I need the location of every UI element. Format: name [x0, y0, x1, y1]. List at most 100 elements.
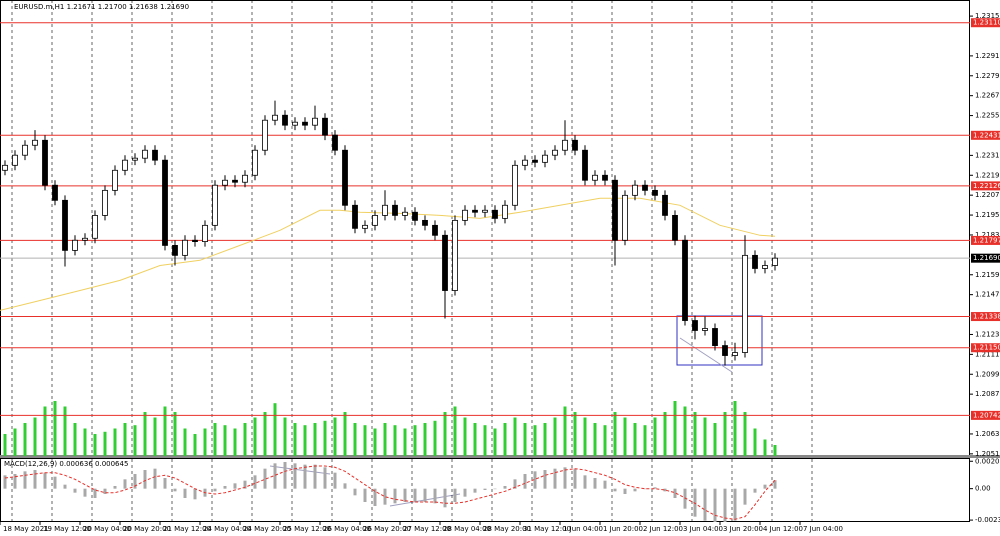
macd-bar: [683, 488, 687, 509]
macd-bar: [403, 488, 407, 502]
macd-bar: [773, 480, 777, 489]
macd-bar: [103, 488, 107, 494]
candle-body: [112, 169, 118, 191]
x-tick-label: 3 Jun 20:00: [723, 525, 763, 533]
volume-bar: [473, 423, 477, 456]
macd-bar: [563, 467, 567, 489]
volume-bar: [513, 417, 517, 456]
volume-bar: [3, 434, 7, 456]
current-price-label: 1.21690: [973, 254, 1000, 262]
macd-bar: [513, 479, 517, 489]
candle-body: [42, 139, 48, 186]
x-tick-label: 24 May 04:00: [203, 525, 251, 533]
y-tick-label: 1.20990: [975, 370, 1000, 378]
volume-bar: [563, 406, 567, 456]
macd-bar: [623, 488, 627, 494]
macd-bar: [383, 488, 387, 505]
macd-bar: [173, 488, 177, 492]
macd-bar: [3, 475, 7, 489]
volume-bar: [353, 423, 357, 456]
y-tick-label: 1.23150: [975, 12, 1000, 20]
macd-bar: [333, 472, 337, 489]
level-label-box: [971, 312, 1000, 322]
macd-bar: [373, 488, 377, 506]
volume-bar: [383, 423, 387, 456]
macd-bar: [233, 483, 237, 489]
y-tick-label: 1.21950: [975, 211, 1000, 219]
macd-bar: [723, 488, 727, 522]
volume-bar: [33, 417, 37, 456]
volume-bar: [483, 425, 487, 456]
macd-bar: [583, 475, 587, 489]
candle-body: [622, 194, 628, 241]
x-tick-label: 1 Jun 20:00: [603, 525, 643, 533]
volume-bar: [623, 417, 627, 456]
volume-bar: [693, 412, 697, 456]
macd-bar: [133, 474, 137, 489]
volume-bar: [573, 412, 577, 456]
x-tick-label: 20 May 20:00: [123, 525, 171, 533]
volume-bar: [303, 425, 307, 456]
candle-body: [152, 149, 158, 161]
volume-bar: [233, 428, 237, 456]
trend-line: [269, 465, 331, 475]
candle-body: [252, 149, 258, 176]
volume-bar: [763, 439, 767, 456]
x-tick-label: 26 May 04:00: [323, 525, 371, 533]
volume-bar: [203, 428, 207, 456]
trend-line: [679, 337, 733, 373]
volume-bar: [683, 406, 687, 456]
macd-bar: [693, 488, 697, 517]
volume-bar: [213, 423, 217, 456]
volume-bar: [723, 412, 727, 456]
macd-bar: [153, 468, 157, 489]
volume-bar: [73, 423, 77, 456]
x-tick-label: 26 May 20:00: [363, 525, 411, 533]
candle-body: [262, 119, 268, 151]
candle-body: [22, 144, 28, 156]
candle-body: [222, 179, 228, 186]
macd-bar: [263, 468, 267, 489]
candle-body: [752, 254, 758, 269]
y-tick-label: 1.21590: [975, 271, 1000, 279]
volume-bar: [13, 428, 17, 456]
x-tick-label: 20 May 04:00: [83, 525, 131, 533]
macd-bar: [43, 472, 47, 489]
candle-body: [532, 159, 538, 163]
volume-bar: [503, 423, 507, 456]
macd-bar: [493, 488, 497, 490]
candle-body: [682, 239, 688, 321]
x-tick-label: 28 May 20:00: [483, 525, 531, 533]
chart-title: EURUSD.m,H1 1.21671 1.21700 1.21638 1.21…: [14, 3, 189, 11]
level-label: 1.22431: [973, 131, 1000, 139]
volume-bar: [673, 401, 677, 456]
macd-bar: [393, 488, 397, 504]
candle-body: [722, 345, 728, 356]
level-label: 1.21338: [973, 313, 1000, 321]
level-label: 1.20742: [973, 411, 1000, 419]
macd-bar: [283, 462, 287, 489]
volume-bar: [193, 434, 197, 456]
macd-bar: [433, 488, 437, 504]
candle-body: [52, 184, 58, 201]
macd-bar: [253, 475, 257, 489]
volume-bar: [173, 412, 177, 456]
volume-bar: [183, 428, 187, 456]
candle-body: [132, 157, 138, 161]
y-tick-label: 1.22550: [975, 112, 1000, 120]
macd-bar: [163, 478, 167, 489]
y-tick-label: 1.22190: [975, 171, 1000, 179]
candle-body: [382, 204, 388, 216]
y-tick-label: 0.00: [975, 485, 991, 493]
level-label-box: [971, 181, 1000, 191]
volume-bar: [733, 401, 737, 456]
candle-body: [562, 139, 568, 151]
x-tick-label: 28 May 04:00: [443, 525, 491, 533]
macd-bar: [603, 480, 607, 489]
candle-body: [182, 239, 188, 256]
macd-bar: [273, 463, 277, 489]
candle-body: [692, 320, 698, 331]
candle-body: [522, 159, 528, 166]
